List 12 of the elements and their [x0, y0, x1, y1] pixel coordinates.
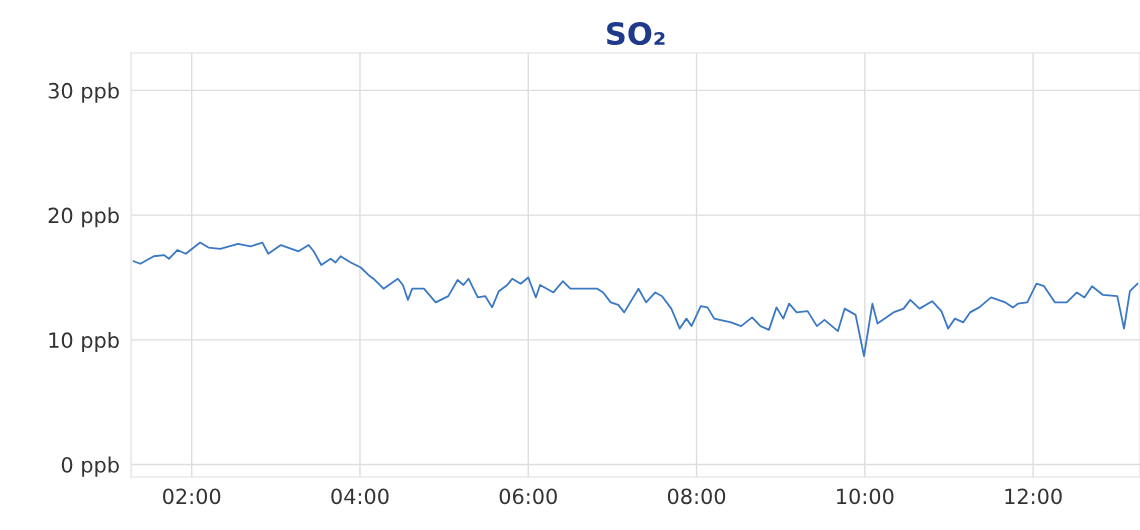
chart-title: SO₂: [607, 21, 665, 46]
x-tick-label: 04:00: [331, 488, 389, 505]
x-tick-label: 10:00: [837, 488, 894, 505]
y-tick-label: 0 ppb: [61, 456, 119, 477]
x-tick-label: 08:00: [667, 488, 726, 505]
x-tick-label: 06:00: [499, 488, 557, 505]
y-tick-label: 30 ppb: [48, 82, 119, 103]
x-tick-label: 12:00: [1005, 488, 1062, 505]
line-series: [132, 241, 1139, 357]
x-tick-label: 02:00: [163, 488, 221, 505]
y-tick-label: 10 ppb: [49, 331, 119, 353]
y-tick-label: 20 ppb: [48, 207, 119, 228]
